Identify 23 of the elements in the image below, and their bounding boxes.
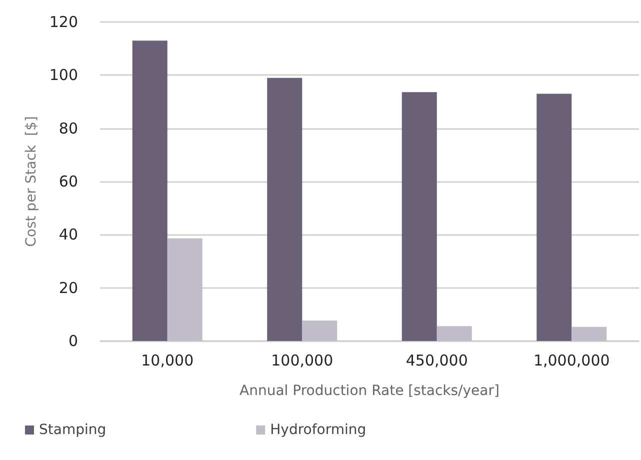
bar (132, 40, 168, 341)
bar (436, 326, 472, 341)
y-axis-title: Cost per Stack [$] (23, 116, 40, 247)
x-tick-label: 10,000 (141, 352, 194, 370)
y-tick-label: 120 (49, 13, 78, 31)
x-tick-label: 1,000,000 (533, 352, 610, 370)
y-tick-label: 40 (58, 226, 78, 244)
legend-label: Stamping (39, 422, 106, 438)
bar (302, 320, 338, 341)
y-tick-label: 100 (49, 66, 78, 84)
y-tick-label: 0 (68, 332, 78, 350)
bar (572, 326, 607, 341)
y-tick-label: 20 (58, 278, 78, 297)
bar (267, 78, 302, 341)
bar (167, 238, 202, 341)
bar (402, 92, 437, 341)
y-tick-label: 80 (58, 119, 78, 138)
x-tick-label: 100,000 (271, 352, 334, 370)
x-axis-title: Annual Production Rate [stacks/year] (240, 383, 500, 399)
legend-label: Hydroforming (270, 422, 366, 438)
y-tick-label: 60 (58, 172, 78, 190)
x-tick-label: 450,000 (406, 352, 468, 370)
bar (536, 94, 572, 341)
